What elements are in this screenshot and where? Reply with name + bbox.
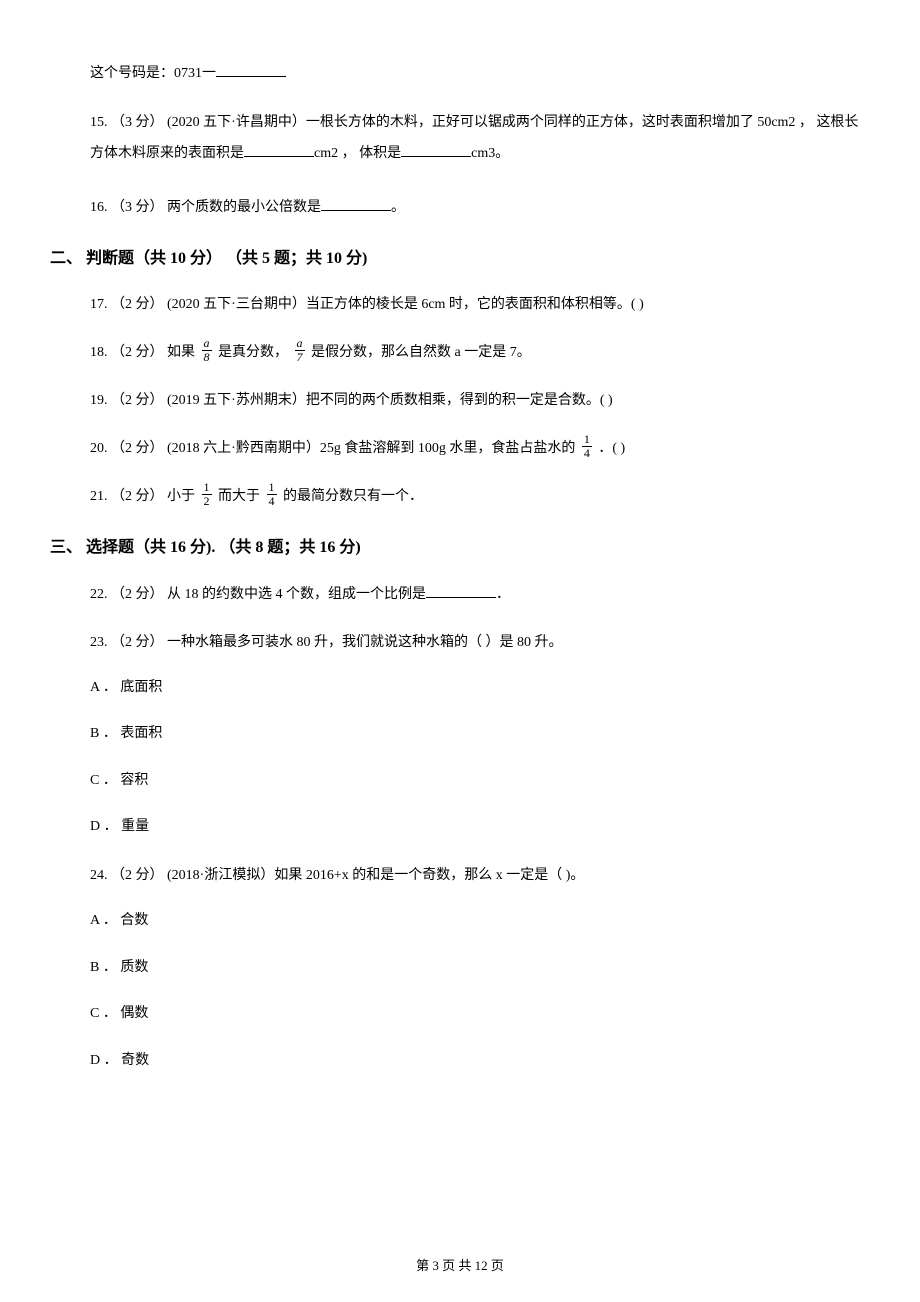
q23-option-c: C ． 容积 (50, 770, 870, 792)
blank-q16 (321, 197, 391, 211)
q21-frac2: 1 4 (267, 481, 277, 508)
q24: 24. （2 分） (2018·浙江模拟）如果 2016+x 的和是一个奇数，那… (50, 862, 870, 890)
q20-prefix: 20. （2 分） (2018 六上·黔西南期中）25g 食盐溶解到 100g … (90, 441, 579, 456)
q21-frac1: 1 2 (202, 481, 212, 508)
q18: 18. （2 分） 如果 a 8 是真分数， a 7 是假分数，那么自然数 a … (50, 339, 870, 367)
q21-frac1-num: 1 (202, 481, 212, 495)
q16-suffix: 。 (391, 200, 405, 215)
q18-frac2-den: 7 (295, 351, 305, 364)
q16-prefix: 16. （3 分） 两个质数的最小公倍数是 (90, 200, 321, 215)
q17: 17. （2 分） (2020 五下·三台期中）当正方体的棱长是 6cm 时，它… (50, 291, 870, 319)
q20: 20. （2 分） (2018 六上·黔西南期中）25g 食盐溶解到 100g … (50, 435, 870, 463)
q16: 16. （3 分） 两个质数的最小公倍数是 。 (50, 194, 870, 222)
q18-frac1-num: a (202, 337, 212, 351)
page-footer: 第 3 页 共 12 页 (0, 1256, 920, 1277)
q21-frac2-num: 1 (267, 481, 277, 495)
q24-option-c: C ． 偶数 (50, 1003, 870, 1025)
q19: 19. （2 分） (2019 五下·苏州期末）把不同的两个质数相乘，得到的积一… (50, 387, 870, 415)
section-2-header: 二、 判断题（共 10 分） （共 5 题；共 10 分) (50, 246, 870, 272)
q20-frac: 1 4 (582, 433, 592, 460)
q23-option-b: B ． 表面积 (50, 723, 870, 745)
q14-tail-text: 这个号码是：0731一 (90, 66, 216, 81)
q15-mid2: cm3。 (471, 146, 509, 161)
q23: 23. （2 分） 一种水箱最多可装水 80 升，我们就说这种水箱的（ ）是 8… (50, 629, 870, 657)
blank-q22 (426, 584, 496, 598)
q18-suffix: 是假分数，那么自然数 a 一定是 7。 (311, 345, 531, 360)
q18-frac2: a 7 (295, 337, 305, 364)
blank-q15-1 (244, 143, 314, 157)
q20-frac-num: 1 (582, 433, 592, 447)
blank-q15-2 (401, 143, 471, 157)
q18-frac1-den: 8 (202, 351, 212, 364)
q22-suffix: ． (496, 587, 510, 602)
q18-frac1: a 8 (202, 337, 212, 364)
q22-prefix: 22. （2 分） 从 18 的约数中选 4 个数，组成一个比例是 (90, 587, 426, 602)
q24-option-a: A ． 合数 (50, 910, 870, 932)
q21-frac1-den: 2 (202, 495, 212, 508)
q15-mid1: cm2 ， 体积是 (314, 146, 401, 161)
q20-frac-den: 4 (582, 447, 592, 460)
q21-suffix: 的最简分数只有一个． (283, 489, 423, 504)
blank-q14 (216, 63, 286, 77)
q23-option-d: D ． 重量 (50, 816, 870, 838)
q23-option-a: A ． 底面积 (50, 677, 870, 699)
q24-option-d: D ． 奇数 (50, 1050, 870, 1072)
q18-prefix: 18. （2 分） 如果 (90, 345, 199, 360)
section-3-header: 三、 选择题（共 16 分). （共 8 题；共 16 分) (50, 535, 870, 561)
q18-mid1: 是真分数， (218, 345, 292, 360)
q24-option-b: B ． 质数 (50, 957, 870, 979)
q15: 15. （3 分） (2020 五下·许昌期中）一根长方体的木料，正好可以锯成两… (50, 108, 870, 170)
q18-frac2-num: a (295, 337, 305, 351)
q20-suffix: ．( ) (598, 441, 625, 456)
q21-mid: 而大于 (218, 489, 264, 504)
q22: 22. （2 分） 从 18 的约数中选 4 个数，组成一个比例是 ． (50, 581, 870, 609)
q21: 21. （2 分） 小于 1 2 而大于 1 4 的最简分数只有一个． (50, 483, 870, 511)
q14-tail: 这个号码是：0731一 (50, 60, 870, 88)
q21-frac2-den: 4 (267, 495, 277, 508)
q21-prefix: 21. （2 分） 小于 (90, 489, 199, 504)
